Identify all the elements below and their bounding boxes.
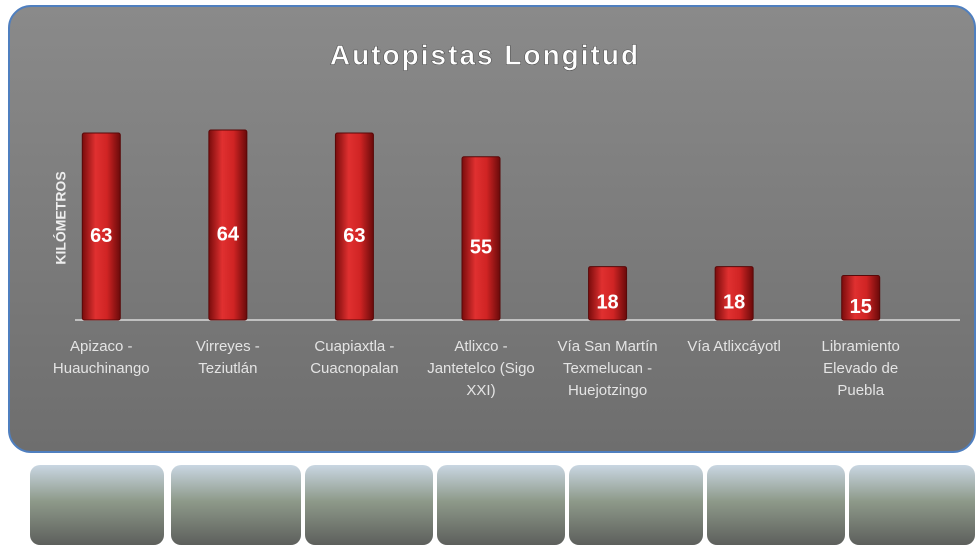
value-label: 63 (90, 225, 112, 247)
value-label: 18 (596, 292, 618, 314)
value-label: 64 (217, 223, 240, 245)
photo (171, 465, 301, 545)
x-tick-label: Vía San Martín Texmelucan - Huejotzingo (547, 336, 668, 402)
photo (305, 465, 433, 545)
x-tick-label: Cuapiaxtla - Cuacnopalan (294, 336, 415, 380)
value-label: 55 (470, 237, 492, 259)
value-label: 63 (343, 225, 365, 247)
photo (437, 465, 565, 545)
photo (849, 465, 975, 545)
photo (569, 465, 703, 545)
x-tick-label: Libramiento Elevado de Puebla (800, 336, 921, 402)
value-label: 15 (850, 296, 872, 318)
x-tick-label: Apizaco - Huauchinango (41, 336, 162, 380)
y-axis-label: KILÓMETROS (52, 171, 69, 264)
x-tick-label: Vía Atlixcáyotl (674, 336, 795, 358)
photo (30, 465, 164, 545)
x-tick-label: Virreyes - Teziutlán (168, 336, 289, 380)
x-tick-label: Atlixco - Jantetelco (Sigo XXI) (421, 336, 542, 402)
chart-title: Autopistas Longitud (330, 39, 640, 70)
photo-strip (30, 465, 975, 545)
photo (707, 465, 845, 545)
chart: Autopistas Longitud KILÓMETROS 63 64 63 55 1… (0, 0, 977, 546)
page: Autopistas Longitud KILÓMETROS 63 64 63 55 1… (0, 0, 977, 546)
value-label: 18 (723, 292, 745, 314)
